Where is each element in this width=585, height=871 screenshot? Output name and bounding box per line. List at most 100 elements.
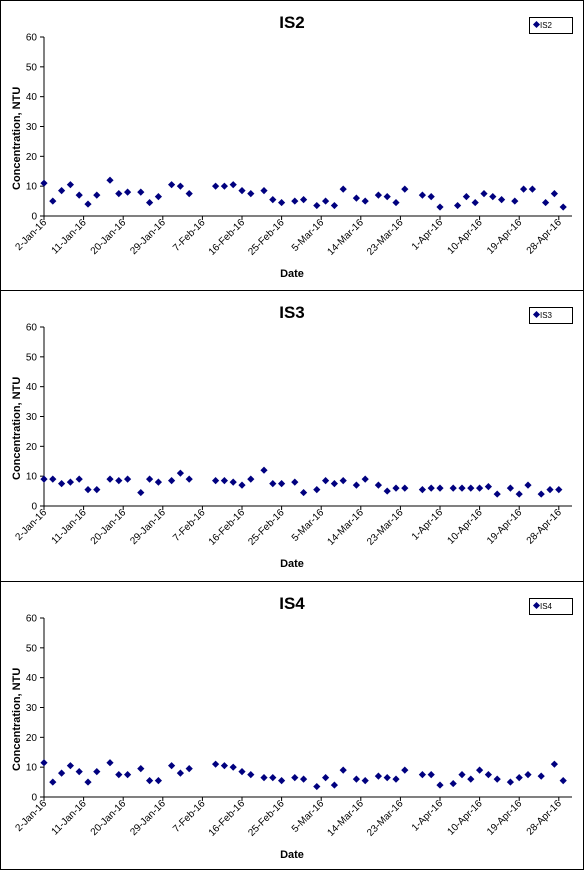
x-tick-label: 10-Apr-16 bbox=[445, 798, 485, 838]
data-point bbox=[154, 193, 162, 201]
data-point bbox=[168, 181, 176, 189]
y-tick-label: 10 bbox=[26, 472, 38, 483]
data-point bbox=[58, 769, 66, 777]
data-point bbox=[401, 185, 409, 193]
data-point bbox=[154, 478, 162, 486]
data-point bbox=[124, 771, 132, 779]
data-point bbox=[436, 484, 444, 492]
data-point bbox=[238, 481, 246, 489]
y-tick-label: 60 bbox=[26, 33, 38, 44]
x-tick-label: 28-Apr-16 bbox=[525, 507, 565, 547]
data-point bbox=[146, 475, 154, 483]
data-point bbox=[546, 485, 554, 494]
x-tick-label: 29-Jan-16 bbox=[128, 507, 168, 547]
data-point bbox=[330, 201, 338, 210]
data-point bbox=[93, 485, 101, 494]
data-point bbox=[185, 765, 193, 773]
data-point bbox=[449, 779, 457, 788]
data-point bbox=[278, 480, 286, 488]
data-point bbox=[137, 188, 145, 196]
data-point bbox=[383, 487, 391, 495]
data-point bbox=[537, 772, 545, 780]
x-axis-label: Date bbox=[280, 268, 304, 280]
data-point bbox=[176, 769, 184, 777]
data-point bbox=[124, 475, 132, 483]
data-point bbox=[185, 190, 193, 198]
chart-title: IS4 bbox=[279, 594, 305, 613]
data-point bbox=[361, 475, 369, 483]
data-point bbox=[537, 490, 545, 498]
x-tick-label: 28-Apr-16 bbox=[525, 798, 565, 838]
data-point bbox=[115, 477, 123, 485]
y-tick-label: 50 bbox=[26, 352, 38, 363]
data-point bbox=[269, 480, 277, 488]
x-tick-label: 19-Apr-16 bbox=[485, 217, 525, 257]
x-tick-label: 25-Feb-16 bbox=[246, 507, 287, 548]
legend-label: IS3 bbox=[540, 311, 553, 320]
data-point bbox=[313, 485, 321, 494]
data-point bbox=[278, 198, 286, 207]
data-point bbox=[484, 483, 492, 491]
data-point bbox=[75, 191, 83, 199]
data-point bbox=[339, 766, 347, 774]
data-point bbox=[374, 772, 382, 780]
y-tick-label: 60 bbox=[26, 614, 38, 625]
data-point bbox=[176, 469, 184, 477]
data-point bbox=[137, 765, 145, 773]
data-point bbox=[392, 775, 400, 783]
x-tick-label: 1-Apr-16 bbox=[410, 217, 446, 253]
data-point bbox=[313, 782, 321, 791]
x-tick-label: 20-Jan-16 bbox=[89, 507, 129, 547]
data-point bbox=[339, 477, 347, 485]
x-tick-label: 19-Apr-16 bbox=[485, 507, 525, 547]
data-point bbox=[93, 191, 101, 199]
data-point bbox=[383, 193, 391, 201]
data-point bbox=[454, 201, 462, 210]
data-point bbox=[322, 477, 330, 485]
y-tick-label: 10 bbox=[26, 763, 38, 774]
y-tick-label: 50 bbox=[26, 62, 38, 73]
data-point bbox=[238, 768, 246, 776]
data-point bbox=[493, 490, 501, 498]
data-point bbox=[476, 766, 484, 774]
x-tick-label: 10-Apr-16 bbox=[445, 217, 485, 257]
data-point bbox=[247, 475, 255, 483]
legend: IS3 bbox=[529, 307, 573, 324]
x-tick-label: 10-Apr-16 bbox=[445, 507, 485, 547]
data-point bbox=[220, 762, 228, 770]
x-tick-label: 19-Apr-16 bbox=[485, 798, 525, 838]
x-tick-label: 28-Apr-16 bbox=[525, 217, 565, 257]
x-tick-label: 20-Jan-16 bbox=[89, 217, 129, 257]
data-point bbox=[352, 194, 360, 202]
data-point bbox=[352, 775, 360, 783]
x-tick-label: 16-Feb-16 bbox=[207, 507, 248, 548]
data-point bbox=[300, 775, 308, 783]
data-point bbox=[66, 478, 74, 486]
data-point bbox=[291, 774, 299, 782]
data-point bbox=[471, 198, 479, 207]
data-point bbox=[220, 182, 228, 190]
x-tick-label: 7-Feb-16 bbox=[171, 798, 208, 835]
data-point bbox=[146, 776, 154, 785]
x-tick-label: 5-Mar-16 bbox=[290, 507, 327, 544]
data-point bbox=[185, 475, 193, 483]
data-point bbox=[84, 778, 92, 786]
data-point bbox=[383, 774, 391, 782]
data-point bbox=[58, 187, 66, 195]
data-point bbox=[524, 771, 532, 779]
data-point bbox=[374, 191, 382, 199]
legend: IS4 bbox=[529, 598, 573, 615]
x-tick-label: 7-Feb-16 bbox=[171, 217, 208, 254]
x-tick-label: 11-Jan-16 bbox=[50, 217, 89, 256]
data-point bbox=[137, 488, 145, 497]
data-point bbox=[212, 760, 220, 768]
data-point bbox=[476, 484, 484, 492]
data-point bbox=[247, 190, 255, 198]
data-point bbox=[300, 195, 308, 204]
data-point bbox=[49, 778, 57, 786]
x-tick-label: 11-Jan-16 bbox=[50, 507, 89, 546]
data-point bbox=[260, 774, 268, 782]
data-point bbox=[212, 182, 220, 190]
